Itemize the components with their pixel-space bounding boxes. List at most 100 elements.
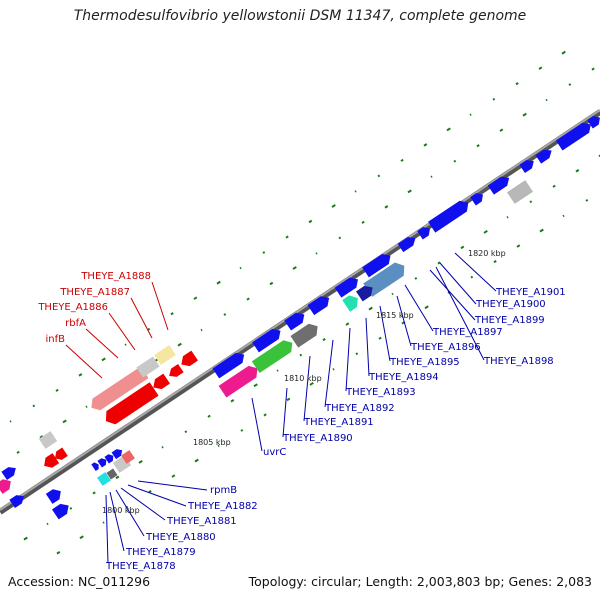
gc-dot: [591, 67, 595, 71]
gc-dot: [262, 251, 266, 254]
forward-gene: [38, 431, 58, 449]
gc-dot: [493, 260, 497, 264]
gc-dot: [506, 216, 509, 219]
forward-gene-labels: rpmB THEYE_A1882 THEYE_A1881 THEYE_A1880…: [105, 287, 566, 572]
tick-label: 1805 kbp: [193, 438, 231, 447]
gc-dot: [585, 199, 589, 202]
reverse-gene: [181, 350, 198, 367]
gc-dot: [446, 127, 451, 132]
gc-dot: [217, 444, 220, 448]
gc-dot: [286, 397, 291, 402]
gc-dot: [568, 83, 572, 86]
gc-dot: [424, 305, 429, 310]
gene-label: THEYE_A1891: [303, 417, 374, 428]
forward-gene: [362, 254, 391, 278]
gc-dot: [575, 169, 580, 173]
forward-gene: [535, 149, 552, 164]
gene-label: uvrC: [263, 447, 286, 458]
topology-text: Topology: circular; Length: 2,003,803 bp…: [248, 574, 592, 589]
gc-dot: [55, 388, 59, 392]
forward-gene: [397, 237, 416, 253]
gc-dot: [368, 306, 373, 311]
gc-dot: [354, 190, 357, 193]
reverse-gene: [44, 453, 60, 468]
gc-dot: [148, 490, 152, 494]
reverse-gene: [55, 447, 68, 460]
gc-dot: [469, 113, 472, 116]
accession-text: Accession: NC_011296: [8, 574, 151, 589]
gene-label: THEYE_A1898: [483, 356, 554, 367]
leader-line: [65, 344, 103, 379]
forward-gene: [417, 227, 430, 240]
forward-gene: [356, 285, 373, 302]
reverse-gene: [169, 363, 184, 377]
leader-line: [429, 269, 476, 321]
gc-dot: [483, 229, 488, 234]
leader-line: [365, 317, 370, 377]
reverse-gene: [121, 450, 135, 464]
gc-dot: [538, 66, 543, 70]
gc-dot: [101, 357, 106, 362]
gc-dot: [539, 228, 544, 233]
gc-dot: [239, 266, 242, 270]
reverse-gene: [91, 366, 149, 411]
gc-dot: [200, 328, 203, 332]
reverse-gene: [153, 373, 170, 390]
gc-dot: [184, 430, 188, 434]
gc-dot: [423, 143, 428, 147]
leader-line: [108, 312, 136, 351]
leader-line: [109, 491, 125, 552]
gc-dot: [453, 159, 457, 163]
genome-title: Thermodesulfovibrio yellowstonii DSM 113…: [73, 8, 527, 24]
gene-label: THEYE_A1899: [474, 315, 545, 326]
label-leader-lines: [65, 252, 497, 564]
gene-label: THEYE_A1897: [432, 327, 503, 338]
forward-gene: [218, 365, 258, 398]
reverse-gene: [136, 356, 160, 378]
forward-gene: [106, 468, 118, 480]
forward-gene: [52, 503, 69, 520]
reverse-gene: [105, 382, 159, 425]
gc-dot: [470, 275, 474, 279]
forward-gene: [1, 467, 16, 481]
gc-dot: [338, 236, 342, 240]
gc-dot: [545, 98, 548, 102]
forward-gene: [487, 176, 510, 195]
gene-label: THEYE_A1895: [389, 357, 460, 368]
gc-dot: [223, 313, 227, 316]
gene-label: THEYE_A1896: [410, 342, 481, 353]
gc-dot: [230, 399, 235, 403]
leader-line: [435, 266, 485, 361]
leader-line: [282, 387, 288, 438]
forward-gene: [0, 479, 11, 494]
gc-dot: [384, 205, 389, 209]
gc-dot: [315, 252, 318, 255]
gc-dot: [332, 368, 335, 371]
scale-ticks: 1800 kbp 1805 kbp 1810 kbp 1815 kbp 1820…: [102, 249, 506, 515]
gc-dot: [138, 459, 143, 464]
forward-gene: [111, 449, 123, 460]
gc-dot: [378, 336, 382, 340]
gene-label: THEYE_A1882: [187, 501, 258, 512]
gc-dot: [171, 474, 176, 478]
tick-label: 1800 kbp: [102, 506, 140, 515]
forward-gene: [97, 458, 107, 468]
leader-line: [345, 327, 351, 392]
gc-dot: [561, 50, 566, 55]
forward-gene: [212, 352, 245, 379]
gc-dot: [355, 352, 359, 356]
leader-line: [251, 397, 263, 452]
gc-dot: [216, 280, 221, 285]
gc-dot: [345, 322, 350, 326]
forward-gene: [91, 462, 99, 471]
forward-gene: [342, 295, 358, 312]
gc-dot: [529, 200, 533, 204]
reverse-gene-labels: THEYE_A1888 THEYE_A1887 THEYE_A1886 rbfA…: [37, 271, 151, 345]
leader-line: [85, 328, 119, 359]
gene-label: THEYE_A1893: [345, 387, 416, 398]
leader-line: [127, 484, 187, 507]
gc-dot: [552, 184, 556, 188]
gene-label: THEYE_A1888: [80, 271, 151, 282]
gc-dot: [102, 521, 105, 524]
